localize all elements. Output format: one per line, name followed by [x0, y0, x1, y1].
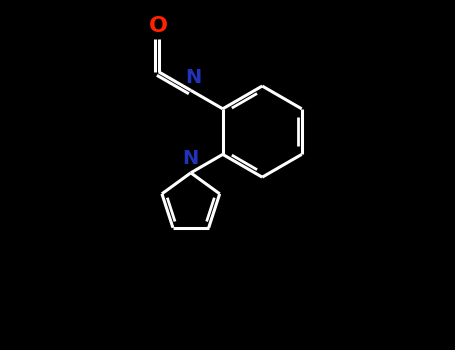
Text: N: N [182, 149, 199, 168]
Text: O: O [149, 16, 168, 36]
Text: N: N [185, 68, 201, 87]
